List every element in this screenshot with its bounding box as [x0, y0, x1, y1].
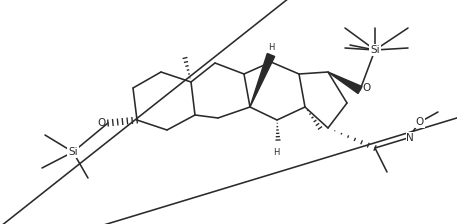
- Polygon shape: [328, 72, 362, 93]
- Text: H: H: [273, 148, 279, 157]
- Polygon shape: [250, 54, 275, 107]
- Text: O: O: [362, 83, 370, 93]
- Text: N: N: [406, 133, 414, 143]
- Text: O: O: [98, 118, 106, 128]
- Text: Si: Si: [370, 45, 380, 55]
- Text: H: H: [268, 43, 274, 52]
- Text: Si: Si: [68, 147, 78, 157]
- Text: O: O: [416, 117, 424, 127]
